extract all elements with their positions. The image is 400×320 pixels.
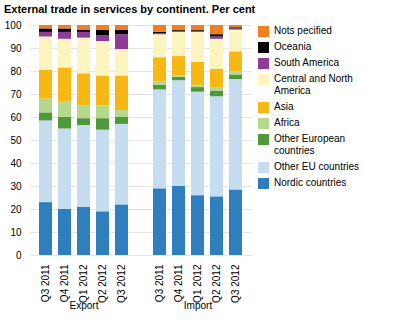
svg-text:Import: Import: [184, 300, 213, 311]
svg-text:Export: Export: [70, 300, 99, 311]
svg-text:Q3 2011: Q3 2011: [154, 264, 165, 302]
svg-text:Q1 2012: Q1 2012: [78, 264, 89, 303]
svg-text:Q4 2011: Q4 2011: [59, 264, 70, 302]
svg-text:70: 70: [10, 89, 22, 100]
svg-text:Q2 2012: Q2 2012: [97, 264, 108, 303]
html-text:South America: South America: [274, 57, 339, 68]
html-text:Asia: Asia: [274, 101, 294, 112]
svg-text:Q2 2012: Q2 2012: [211, 264, 222, 303]
svg-text:Q3 2012: Q3 2012: [230, 264, 241, 303]
svg-text:20: 20: [10, 204, 22, 215]
html-text:External trade in services by: External trade in services by continent.…: [4, 3, 256, 15]
html-text:Oceania: Oceania: [274, 41, 312, 52]
html-text:Other EU countries: Other EU countries: [274, 161, 359, 172]
svg-text:Q4 2011: Q4 2011: [173, 264, 184, 302]
svg-text:30: 30: [10, 181, 22, 192]
svg-text:90: 90: [10, 43, 22, 54]
html-text:Nots pecified: Nots pecified: [274, 25, 332, 36]
svg-text:40: 40: [10, 158, 22, 169]
html-text:Nordic countries: Nordic countries: [274, 177, 347, 188]
svg-text:0: 0: [16, 250, 22, 261]
svg-text:80: 80: [10, 66, 22, 77]
svg-text:10: 10: [10, 227, 22, 238]
html-text:Other European countries: Other European countries: [274, 133, 346, 156]
svg-text:50: 50: [10, 135, 22, 146]
svg-text:Q3 2011: Q3 2011: [40, 264, 51, 302]
html-text:Central and North America: Central and North America: [274, 73, 353, 96]
svg-text:100: 100: [5, 20, 22, 31]
html-text:Africa: Africa: [274, 117, 300, 128]
svg-text:60: 60: [10, 112, 22, 123]
svg-text:Q3 2012: Q3 2012: [116, 264, 127, 303]
svg-text:Q1 2012: Q1 2012: [192, 264, 203, 303]
